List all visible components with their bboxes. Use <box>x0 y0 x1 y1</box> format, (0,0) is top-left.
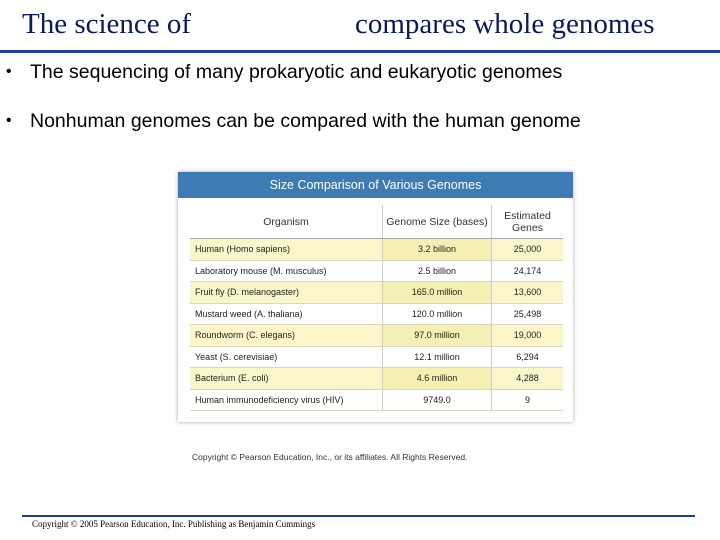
footer-copyright: Copyright © 2005 Pearson Education, Inc.… <box>32 519 316 529</box>
cell-estimated-genes: 4,288 <box>491 367 563 390</box>
bullet-dot-icon: • <box>6 112 12 129</box>
column-header-genome-size: Genome Size (bases) <box>382 205 492 239</box>
cell-genome-size: 2.5 billion <box>382 260 492 282</box>
figure-copyright: Copyright © Pearson Education, Inc., or … <box>192 452 468 462</box>
cell-genome-size: 3.2 billion <box>382 238 492 261</box>
table-row: Yeast (S. cerevisiae) 12.1 million 6,294 <box>190 346 563 368</box>
cell-estimated-genes: 9 <box>491 389 563 411</box>
cell-estimated-genes: 25,000 <box>491 238 563 261</box>
table-row: Mustard weed (A. thaliana) 120.0 million 2… <box>190 303 563 325</box>
cell-organism: Human (Homo sapiens) <box>190 238 383 261</box>
cell-organism: Laboratory mouse (M. musculus) <box>190 260 383 282</box>
slide-title-left: The science of <box>22 8 192 40</box>
table-row: Roundworm (C. elegans) 97.0 million 19,000 <box>190 324 563 347</box>
bullet-dot-icon: • <box>6 63 12 80</box>
cell-genome-size: 165.0 million <box>382 281 492 304</box>
table-row: Bacterium (E. coli) 4.6 million 4,288 <box>190 367 563 390</box>
table-row: Fruit fly (D. melanogaster) 165.0 million… <box>190 281 563 304</box>
bullet-text-2: Nonhuman genomes can be compared with th… <box>30 110 581 132</box>
cell-organism: Fruit fly (D. melanogaster) <box>190 281 383 304</box>
table-row: Laboratory mouse (M. musculus) 2.5 billio… <box>190 260 563 282</box>
cell-estimated-genes: 25,498 <box>491 303 563 325</box>
cell-estimated-genes: 6,294 <box>491 346 563 368</box>
cell-genome-size: 12.1 million <box>382 346 492 368</box>
table-row: Human immunodeficiency virus (HIV) 9749.0… <box>190 389 563 411</box>
figure-title: Size Comparison of Various Genomes <box>178 172 573 198</box>
cell-organism: Mustard weed (A. thaliana) <box>190 303 383 325</box>
table-header-row: Organism Genome Size (bases) Estimated G… <box>190 205 563 239</box>
bullet-text-1: The sequencing of many prokaryotic and e… <box>30 61 563 83</box>
bullet-item-2: • Nonhuman genomes can be compared with t… <box>6 110 581 133</box>
bullet-item-1: • The sequencing of many prokaryotic and … <box>6 61 562 84</box>
cell-organism: Bacterium (E. coli) <box>190 367 383 390</box>
cell-organism: Roundworm (C. elegans) <box>190 324 383 347</box>
cell-organism: Yeast (S. cerevisiae) <box>190 346 383 368</box>
cell-organism: Human immunodeficiency virus (HIV) <box>190 389 383 411</box>
column-header-estimated-genes: Estimated Genes <box>491 205 563 239</box>
slide-title-right: compares whole genomes <box>355 8 655 40</box>
cell-genome-size: 4.6 million <box>382 367 492 390</box>
column-header-organism: Organism <box>190 205 383 239</box>
cell-genome-size: 120.0 million <box>382 303 492 325</box>
title-divider <box>0 50 720 53</box>
cell-estimated-genes: 13,600 <box>491 281 563 304</box>
cell-estimated-genes: 19,000 <box>491 324 563 347</box>
genome-table: Organism Genome Size (bases) Estimated G… <box>190 205 563 411</box>
table-body: Human (Homo sapiens) 3.2 billion 25,000 Lab… <box>190 238 563 411</box>
cell-genome-size: 97.0 million <box>382 324 492 347</box>
table-row: Human (Homo sapiens) 3.2 billion 25,000 <box>190 238 563 261</box>
cell-estimated-genes: 24,174 <box>491 260 563 282</box>
footer-divider <box>22 515 695 517</box>
cell-genome-size: 9749.0 <box>382 389 492 411</box>
genome-comparison-figure: Size Comparison of Various Genomes Organ… <box>178 172 573 422</box>
